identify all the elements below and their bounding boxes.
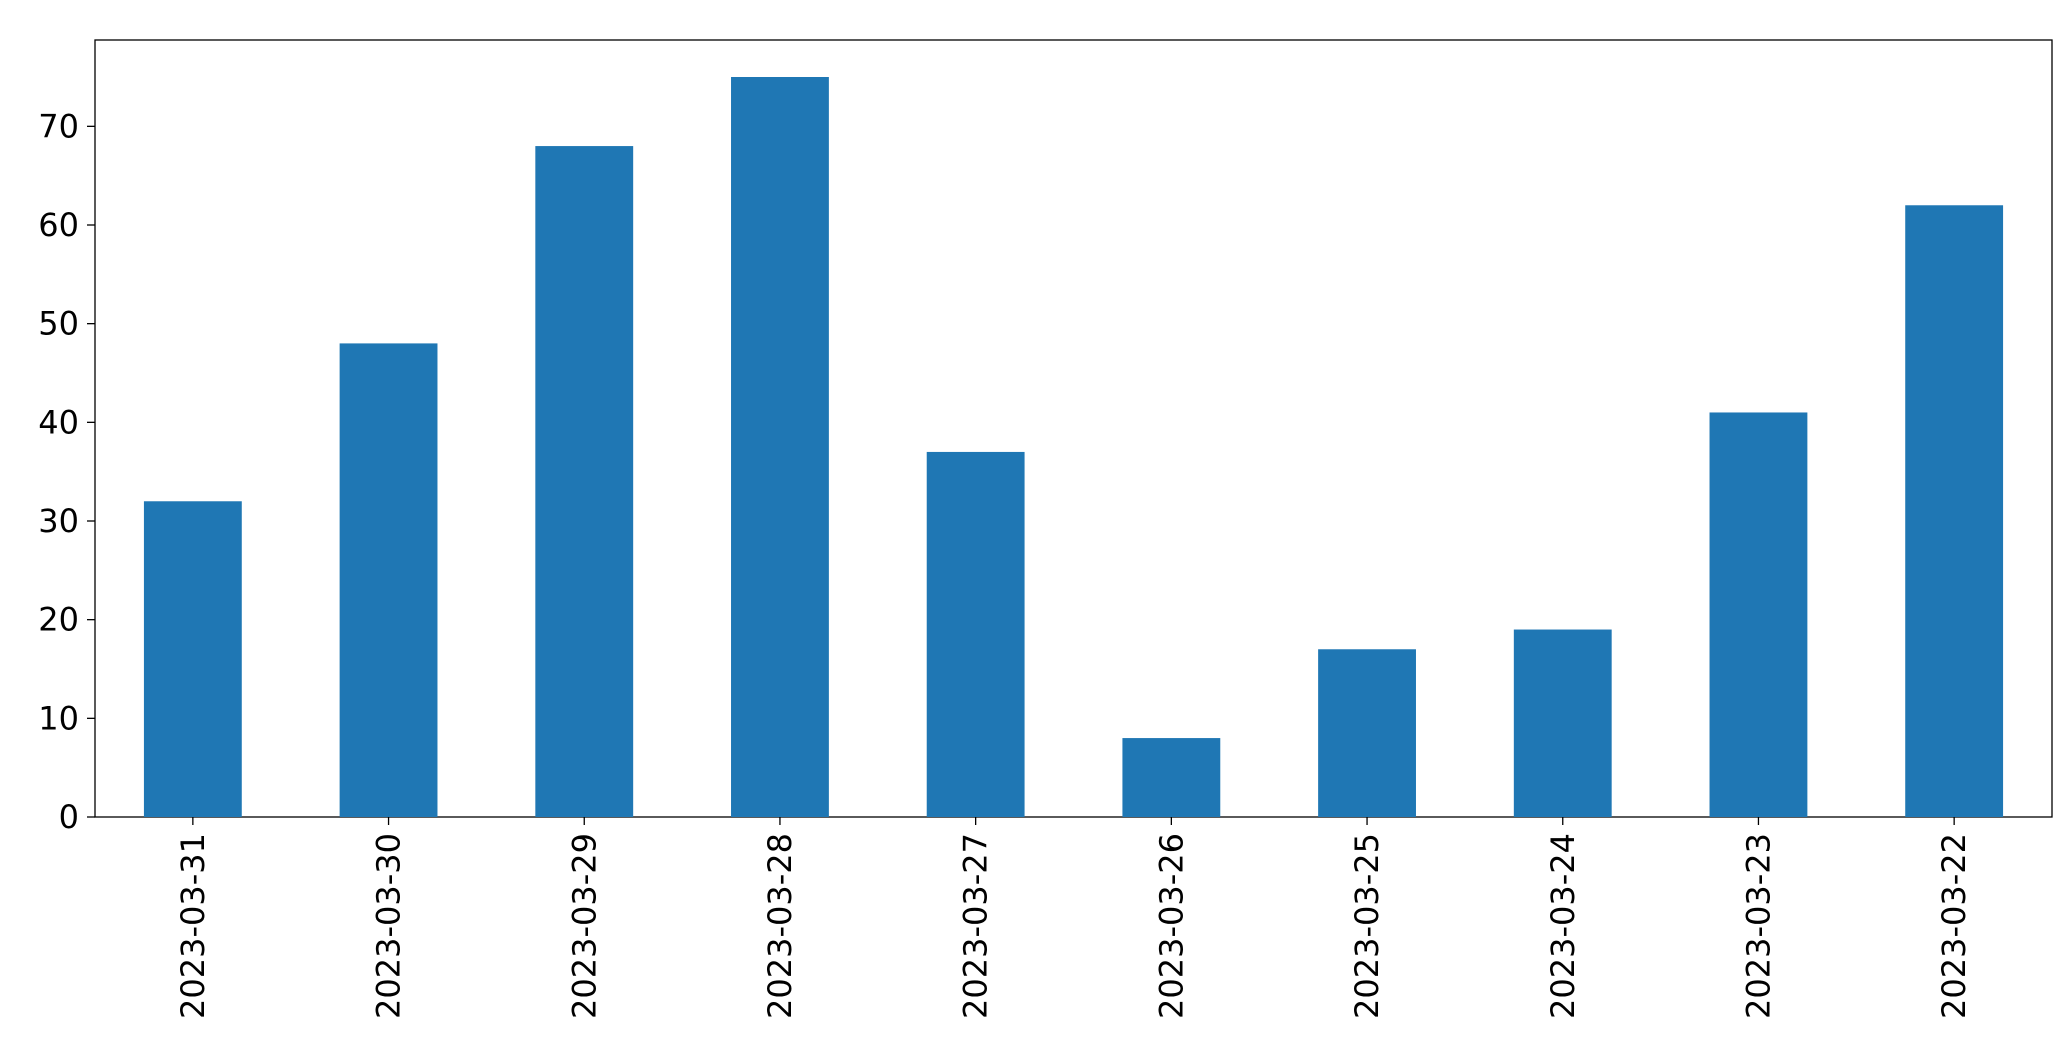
y-tick-label: 60: [38, 206, 79, 244]
x-tick-label: 2023-03-27: [957, 833, 995, 1019]
x-tick-label: 2023-03-22: [1935, 833, 1973, 1019]
bar: [926, 451, 1025, 817]
bar: [535, 146, 634, 818]
x-tick-label: 2023-03-29: [565, 833, 603, 1019]
bar: [1905, 205, 2004, 817]
bar: [1318, 649, 1416, 817]
y-tick-label: 20: [38, 601, 79, 639]
y-tick-label: 30: [38, 502, 79, 540]
x-tick-label: 2023-03-24: [1544, 833, 1582, 1019]
x-tick-label: 2023-03-28: [761, 833, 799, 1019]
y-tick-label: 0: [59, 798, 79, 836]
x-tick-label: 2023-03-31: [174, 833, 212, 1019]
bar: [1122, 738, 1221, 817]
y-tick-label: 40: [38, 403, 79, 441]
plot-frame: [94, 39, 2053, 818]
bar: [731, 77, 829, 817]
y-tick-label: 10: [38, 699, 79, 737]
bar: [339, 343, 438, 817]
bar: [1513, 629, 1612, 817]
bar: [1709, 412, 1808, 817]
x-tick-label: 2023-03-23: [1739, 833, 1777, 1019]
x-tick-label: 2023-03-30: [370, 833, 408, 1019]
y-tick-label: 50: [38, 305, 79, 343]
bar: [143, 501, 242, 817]
x-tick-label: 2023-03-25: [1348, 833, 1386, 1019]
x-tick-label: 2023-03-26: [1152, 833, 1190, 1019]
y-tick-label: 70: [38, 107, 79, 145]
